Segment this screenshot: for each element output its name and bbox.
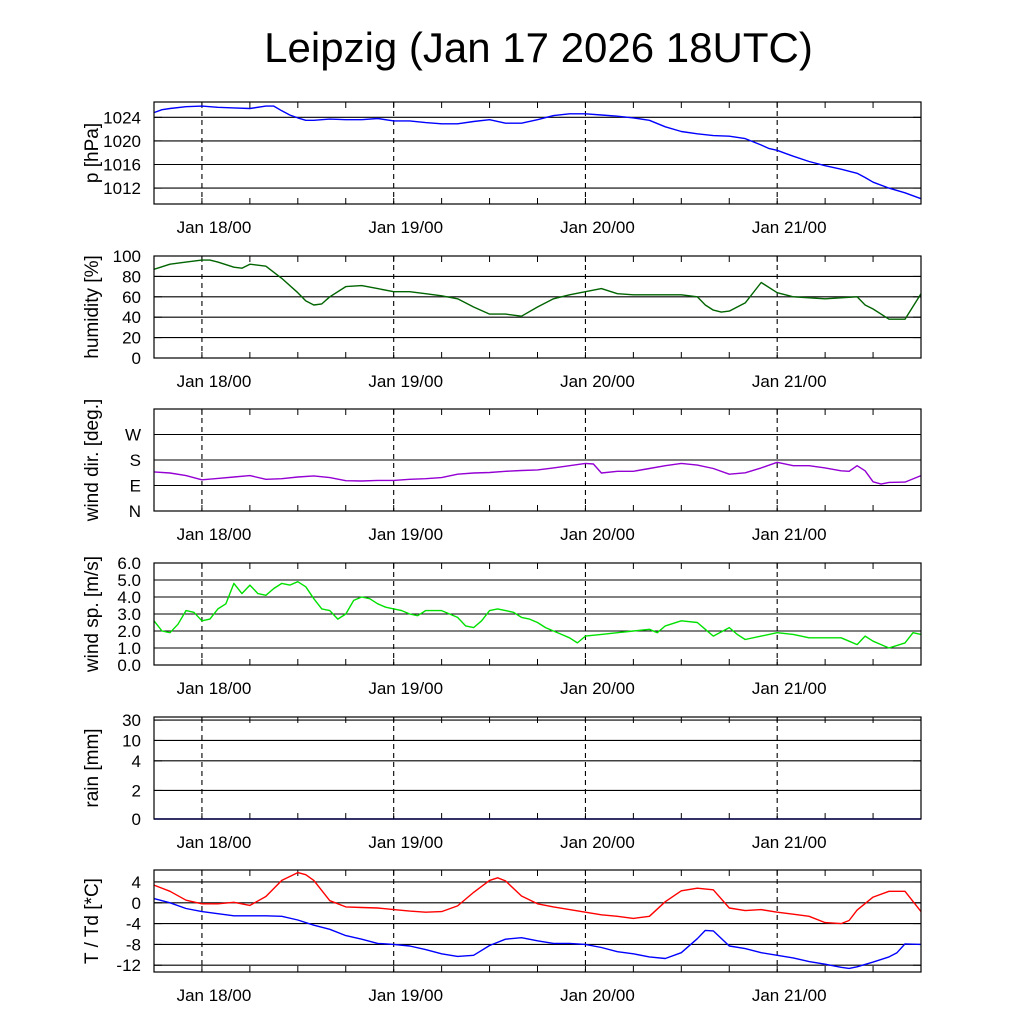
pressure-ytick-label-3: 1024: [103, 108, 141, 127]
wind-direction-ytick-label-2: S: [130, 451, 141, 470]
wind-direction-ytick-label-1: E: [130, 477, 141, 496]
rain-ytick-label-4: 30: [122, 711, 141, 730]
pressure-xtick-label-0: Jan 18/00: [177, 218, 252, 237]
wind-direction-xtick-label-0: Jan 18/00: [177, 525, 252, 544]
wind-direction-xtick-label-1: Jan 19/00: [368, 525, 443, 544]
wind-speed-xtick-label-2: Jan 20/00: [560, 679, 635, 698]
rain-xtick-label-1: Jan 19/00: [368, 833, 443, 852]
wind-direction-series-wind-direction: [153, 461, 922, 485]
wind-direction-ytick-label-3: W: [125, 426, 141, 445]
rain-plot-frame: [153, 716, 922, 820]
wind-speed-ytick-label-0: 0.0: [117, 656, 141, 675]
wind-speed-xtick-label-3: Jan 21/00: [752, 679, 827, 698]
wind-speed-ytick-label-4: 4.0: [117, 588, 141, 607]
pressure-ytick-label-2: 1020: [103, 132, 141, 151]
wind-speed-ylabel: wind sp. [m/s]: [82, 556, 103, 673]
wind-direction-plot-frame: [153, 408, 922, 512]
temperature-ytick-label-3: 0: [132, 894, 141, 913]
humidity-ytick-label-4: 80: [122, 267, 141, 286]
wind-speed-xtick-label-0: Jan 18/00: [177, 679, 252, 698]
wind-speed-ytick-label-5: 5.0: [117, 571, 141, 590]
temperature-series-t: [153, 871, 922, 925]
pressure-series-p: [153, 105, 922, 200]
chart-title: Leipzig (Jan 17 2026 18UTC): [264, 24, 813, 71]
temperature-xtick-label-0: Jan 18/00: [177, 986, 252, 1005]
humidity-ytick-label-5: 100: [113, 247, 141, 266]
rain-xtick-label-0: Jan 18/00: [177, 833, 252, 852]
temperature-ylabel: T / Td [*C]: [82, 878, 103, 964]
wind-speed-ytick-label-3: 3.0: [117, 605, 141, 624]
humidity-ytick-label-2: 40: [122, 308, 141, 327]
rain-ytick-label-1: 2: [132, 781, 141, 800]
wind-speed-plot-frame: [153, 562, 922, 666]
temperature-xtick-label-1: Jan 19/00: [368, 986, 443, 1005]
temperature-ytick-label-2: -4: [126, 915, 141, 934]
pressure-plot-frame: [153, 101, 922, 205]
temperature-xtick-label-3: Jan 21/00: [752, 986, 827, 1005]
temperature-ytick-label-4: 4: [132, 873, 141, 892]
humidity-series-humidity: [153, 259, 922, 320]
wind-direction-xtick-label-3: Jan 21/00: [752, 525, 827, 544]
rain-xtick-label-2: Jan 20/00: [560, 833, 635, 852]
temperature-series-td: [153, 897, 922, 970]
rain-ytick-label-0: 0: [132, 810, 141, 829]
humidity-ylabel: humidity [%]: [82, 255, 103, 358]
pressure-xtick-label-1: Jan 19/00: [368, 218, 443, 237]
temperature-plot-frame: [153, 869, 922, 973]
wind-direction-ylabel: wind dir. [deg.]: [82, 399, 103, 523]
rain-ytick-label-2: 4: [132, 752, 141, 771]
wind-direction-ytick-label-0: N: [129, 502, 141, 521]
pressure-ytick-label-0: 1012: [103, 179, 141, 198]
pressure-xtick-label-3: Jan 21/00: [752, 218, 827, 237]
pressure-xtick-label-2: Jan 20/00: [560, 218, 635, 237]
temperature-ytick-label-1: -8: [126, 935, 141, 954]
pressure-ylabel: p [hPa]: [82, 123, 103, 183]
humidity-ytick-label-0: 0: [132, 349, 141, 368]
wind-direction-xtick-label-2: Jan 20/00: [560, 525, 635, 544]
temperature-xtick-label-2: Jan 20/00: [560, 986, 635, 1005]
humidity-xtick-label-3: Jan 21/00: [752, 372, 827, 391]
wind-speed-series-wind-speed: [153, 581, 922, 649]
humidity-xtick-label-2: Jan 20/00: [560, 372, 635, 391]
humidity-xtick-label-0: Jan 18/00: [177, 372, 252, 391]
humidity-ytick-label-1: 20: [122, 329, 141, 348]
rain-ylabel: rain [mm]: [82, 728, 103, 807]
pressure-ytick-label-1: 1016: [103, 155, 141, 174]
rain-ytick-label-3: 10: [122, 731, 141, 750]
wind-speed-ytick-label-6: 6.0: [117, 554, 141, 573]
humidity-plot-frame: [153, 255, 922, 359]
wind-speed-ytick-label-2: 2.0: [117, 622, 141, 641]
humidity-xtick-label-1: Jan 19/00: [368, 372, 443, 391]
wind-speed-ytick-label-1: 1.0: [117, 639, 141, 658]
temperature-ytick-label-0: -12: [116, 956, 141, 975]
wind-speed-xtick-label-1: Jan 19/00: [368, 679, 443, 698]
rain-xtick-label-3: Jan 21/00: [752, 833, 827, 852]
humidity-ytick-label-3: 60: [122, 288, 141, 307]
